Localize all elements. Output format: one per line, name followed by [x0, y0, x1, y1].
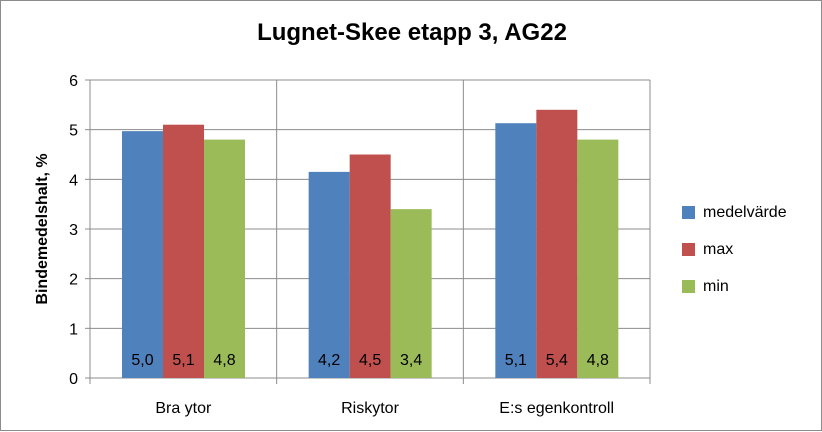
data-label: 4,2 [318, 352, 340, 369]
y-tick-label: 6 [69, 73, 78, 90]
y-tick-label: 2 [69, 272, 78, 289]
data-label: 4,8 [213, 352, 235, 369]
legend-label: min [703, 277, 729, 295]
bar-max-1 [349, 154, 391, 378]
y-tick-label: 3 [69, 222, 78, 239]
bar-min-1 [390, 209, 432, 378]
data-label: 5,1 [505, 352, 527, 369]
bar-max-0 [163, 124, 204, 378]
x-tick-label: Bra ytor [155, 400, 212, 417]
bar-medelvärde-2 [495, 123, 537, 379]
bar-min-0 [204, 139, 245, 378]
data-label: 5,1 [172, 352, 194, 369]
legend-swatch [682, 206, 695, 219]
legend-label: medelvärde [703, 203, 787, 221]
data-label: 5,0 [131, 352, 153, 369]
y-tick-label: 1 [69, 321, 78, 338]
legend-swatch [682, 243, 695, 256]
y-tick-label: 4 [69, 172, 78, 189]
bar-medelvärde-1 [308, 171, 350, 378]
legend-item: min [682, 268, 787, 305]
chart-title: Lugnet-Skee etapp 3, AG22 [257, 19, 567, 46]
data-label: 4,5 [359, 352, 381, 369]
legend: medelvärde max min [682, 194, 787, 305]
legend-item: max [682, 231, 787, 268]
data-label: 5,4 [546, 352, 568, 369]
legend-swatch [682, 280, 695, 293]
bar-medelvärde-0 [122, 131, 163, 378]
bar-max-2 [536, 109, 578, 379]
data-label: 4,8 [587, 352, 609, 369]
y-tick-label: 0 [69, 371, 78, 388]
bar-min-2 [577, 139, 619, 378]
legend-label: max [703, 240, 734, 258]
x-tick-label: Riskytor [341, 400, 399, 417]
data-label: 3,4 [400, 352, 422, 369]
y-tick-label: 5 [69, 123, 78, 140]
legend-item: medelvärde [682, 194, 787, 231]
x-tick-label: E:s egenkontroll [499, 400, 614, 417]
